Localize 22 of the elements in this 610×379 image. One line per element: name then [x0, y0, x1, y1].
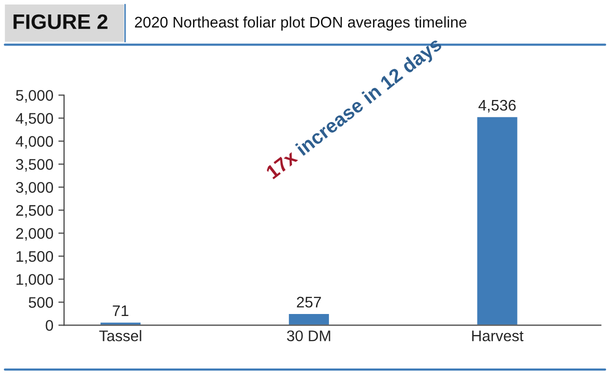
- x-tick-label: 30 DM: [286, 330, 330, 342]
- y-tick-label: 3,000: [16, 182, 54, 195]
- y-tick-label: 2,000: [16, 228, 54, 241]
- x-tick-label: Harvest: [472, 330, 524, 342]
- data-label: 257: [296, 296, 321, 308]
- bar: [99, 321, 142, 326]
- y-tick-label: 0: [46, 320, 54, 331]
- y-tick-label: 500: [28, 297, 54, 308]
- y-tick-label: 4,000: [16, 136, 54, 149]
- y-tick-label: 2,500: [16, 205, 54, 218]
- bar: [287, 312, 330, 326]
- y-tick-label: 4,500: [16, 113, 54, 126]
- y-tick-label: 5,000: [16, 90, 54, 103]
- x-tick-label: Tassel: [99, 330, 142, 342]
- chart-subtitle: 2020 Northeast foliar plot DON averages timeline: [134, 16, 466, 31]
- y-tick-label: 1,500: [16, 251, 54, 264]
- bar: [476, 116, 519, 326]
- data-label: 4,536: [478, 100, 516, 112]
- data-label: 71: [112, 305, 128, 316]
- y-tick-label: 1,000: [16, 274, 54, 287]
- chart-title: FIGURE 2: [14, 14, 108, 30]
- y-tick-label: 3,500: [16, 159, 54, 172]
